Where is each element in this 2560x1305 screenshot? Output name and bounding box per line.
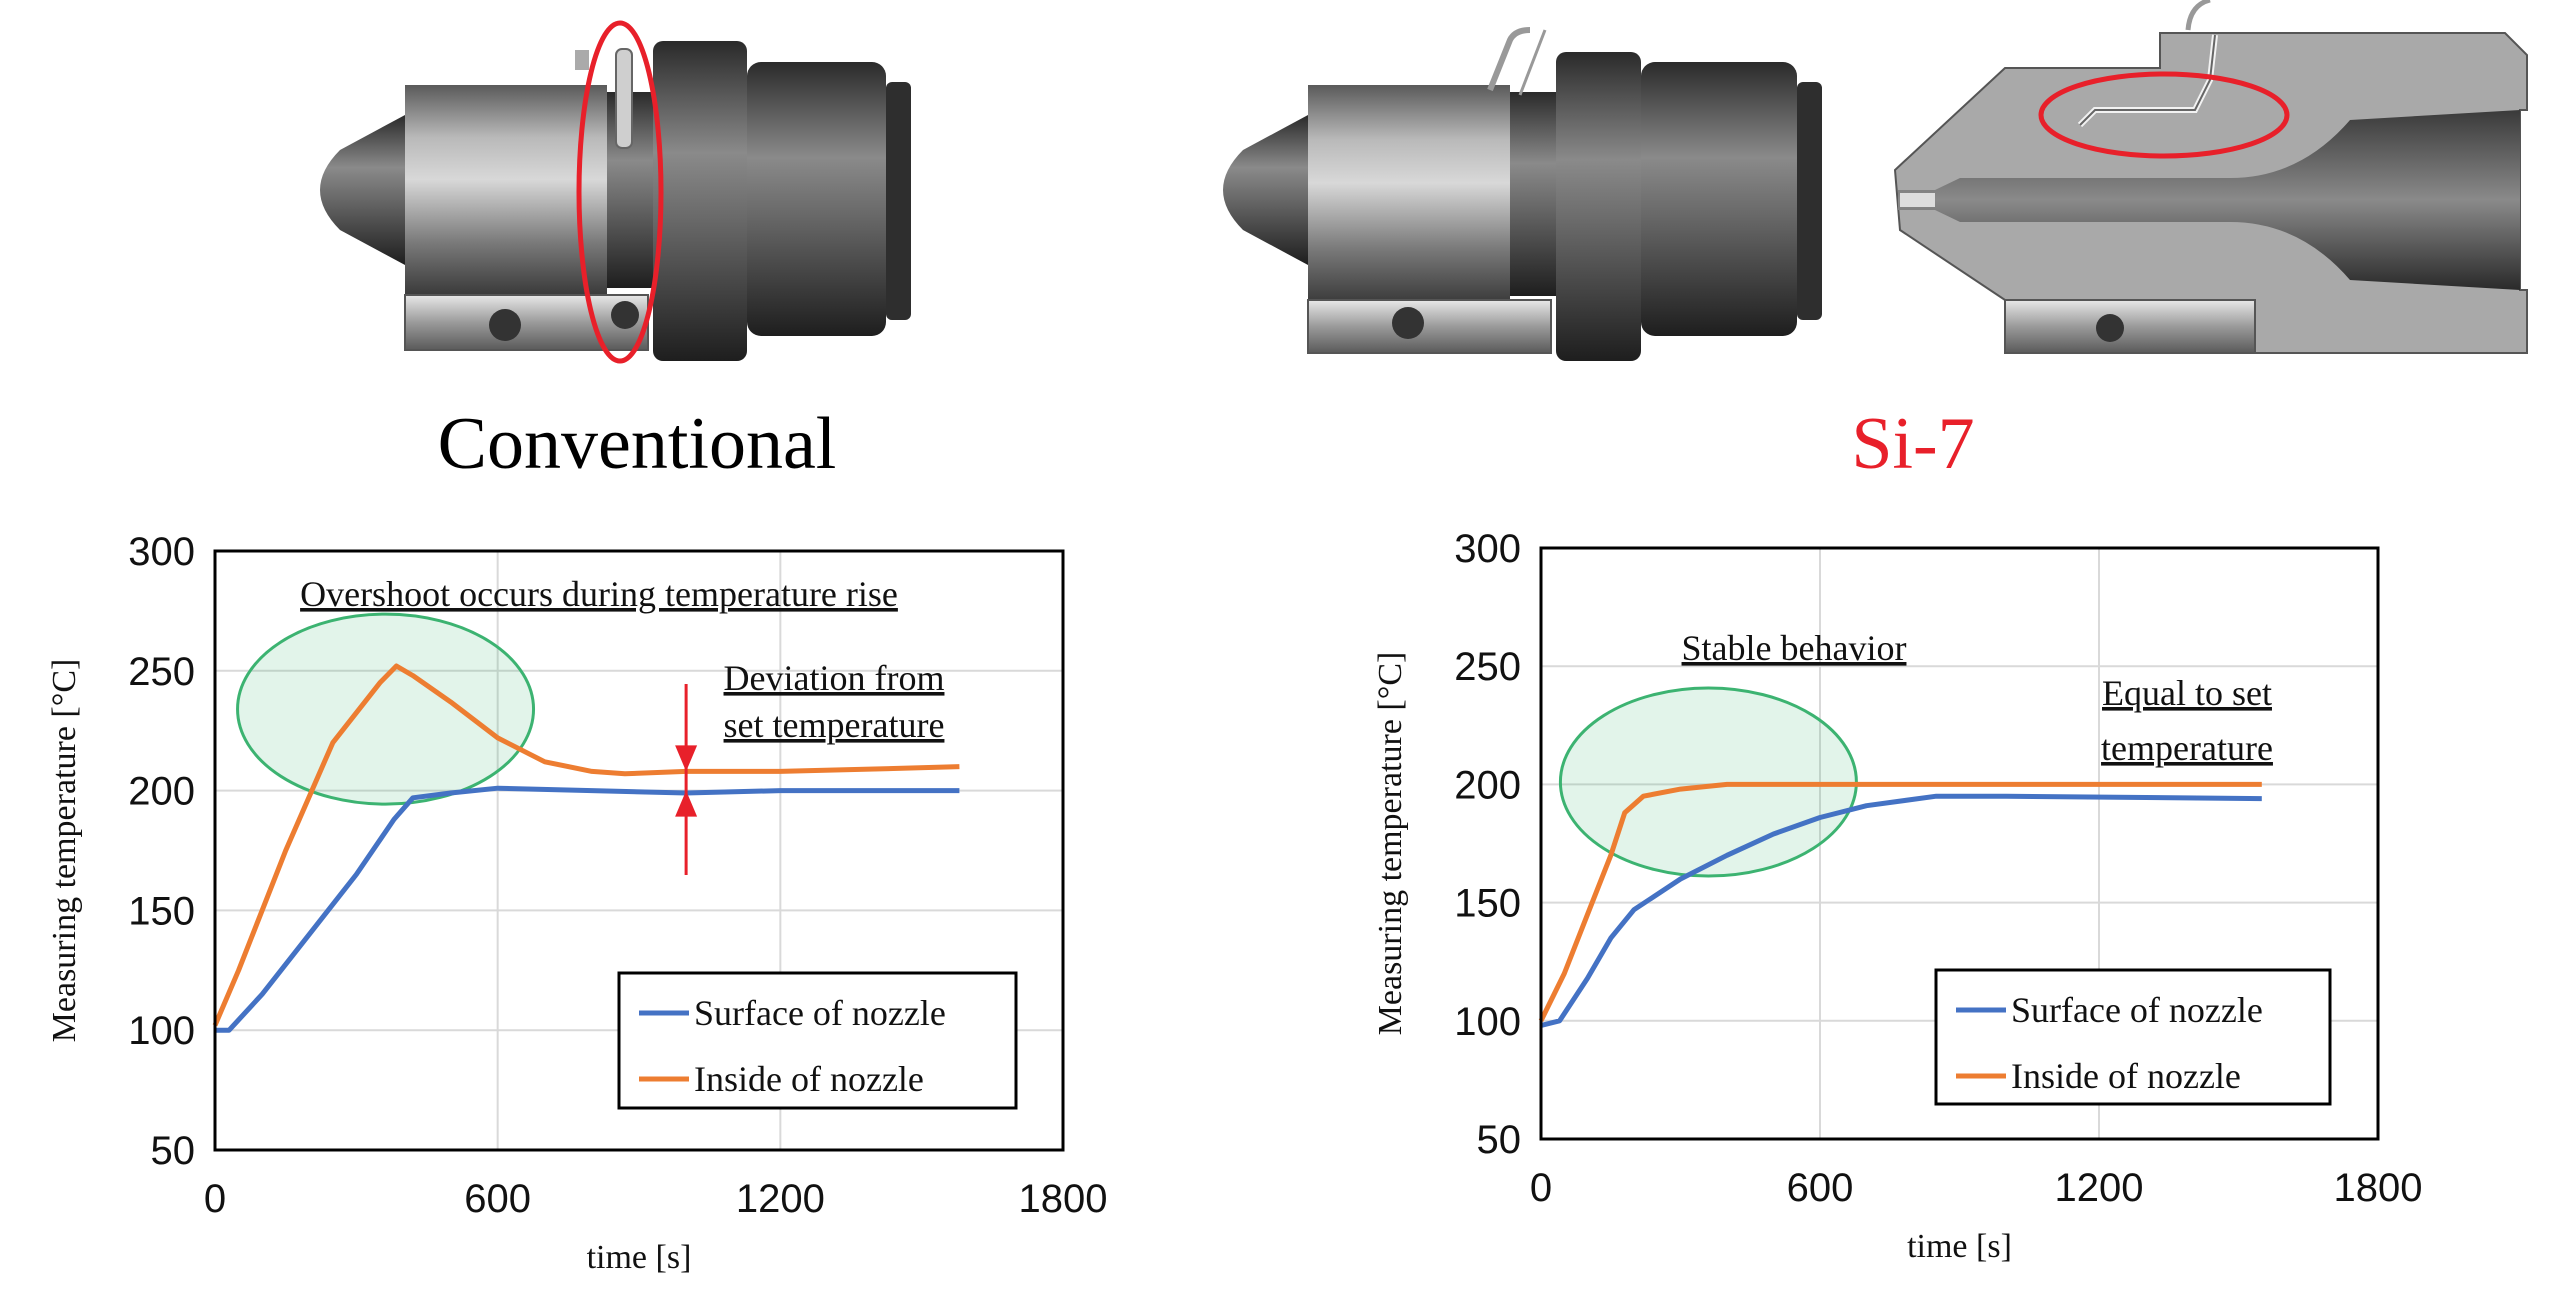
arrowhead-up-icon	[675, 790, 698, 817]
chart-conventional: 50 100 150 200 250 300 0 600 1200 1800 time [s] Mea…	[46, 530, 1107, 1276]
conventional-nozzle-illustration	[320, 20, 911, 364]
plot-frame	[213, 549, 1065, 1152]
y-tick-label: 250	[1454, 645, 1521, 689]
x-tick-label: 1200	[736, 1177, 825, 1221]
y-tick-label: 200	[128, 770, 195, 814]
y-axis-title: Measuring temperature [°C]	[46, 659, 83, 1043]
x-tick-label: 600	[1787, 1166, 1854, 1210]
x-tick-label: 1800	[2334, 1166, 2423, 1210]
series-line-surface	[215, 785, 960, 1033]
series-line-inside	[1538, 781, 2262, 1022]
y-tick-label: 150	[1454, 882, 1521, 926]
x-tick-label: 0	[1530, 1166, 1552, 1210]
legend-label: Surface of nozzle	[694, 993, 946, 1033]
caption-conventional: Conventional	[438, 403, 837, 485]
annotation-text: Overshoot occurs during temperature rise	[300, 574, 898, 614]
y-tick-label: 50	[1477, 1118, 1522, 1162]
y-tick-label: 300	[1454, 527, 1521, 571]
y-tick-label: 250	[128, 650, 195, 694]
series-line-surface	[1540, 793, 2262, 1028]
x-tick-label: 0	[204, 1177, 226, 1221]
x-tick-label: 1200	[2055, 1166, 2144, 1210]
annotation-text: Stable behavior	[1682, 628, 1907, 668]
x-tick-label: 1800	[1019, 1177, 1108, 1221]
plot-frame	[1539, 546, 2380, 1141]
legend-label: Surface of nozzle	[2011, 990, 2263, 1030]
highlight-circle	[236, 612, 536, 806]
red-highlight-ellipse	[576, 20, 664, 364]
x-tick-label: 600	[464, 1177, 531, 1221]
si7-cross-section-illustration	[1893, 0, 2528, 354]
x-axis-title: time [s]	[587, 1239, 692, 1276]
y-tick-label: 100	[1454, 1000, 1521, 1044]
deviation-arrow	[675, 684, 698, 875]
legend: Surface of nozzle Inside of nozzle	[617, 971, 1018, 1110]
annotation-text: Equal to set	[2102, 673, 2272, 713]
series-line-inside	[212, 663, 960, 1027]
si7-nozzle-illustration	[1223, 27, 1822, 361]
x-axis-title: time [s]	[1907, 1228, 2012, 1265]
annotation-text: Deviation from	[724, 658, 945, 698]
legend-label: Inside of nozzle	[694, 1059, 924, 1099]
chart-si7: 50 100 150 200 250 300 0 600 1200 1800 time [s] Mea…	[1372, 527, 2422, 1265]
y-tick-label: 200	[1454, 763, 1521, 807]
y-tick-label: 50	[151, 1129, 196, 1173]
annotation-text: set temperature	[724, 705, 945, 745]
y-tick-label: 100	[128, 1009, 195, 1053]
y-tick-label: 150	[128, 889, 195, 933]
legend: Surface of nozzle Inside of nozzle	[1934, 968, 2332, 1106]
y-axis-title: Measuring temperature [°C]	[1372, 652, 1409, 1036]
y-tick-label: 300	[128, 530, 195, 574]
arrowhead-down-icon	[675, 745, 698, 772]
red-highlight-ellipse	[2038, 71, 2290, 159]
legend-label: Inside of nozzle	[2011, 1056, 2241, 1096]
caption-si7: Si-7	[1851, 403, 1974, 485]
annotation-text: temperature	[2101, 728, 2273, 768]
